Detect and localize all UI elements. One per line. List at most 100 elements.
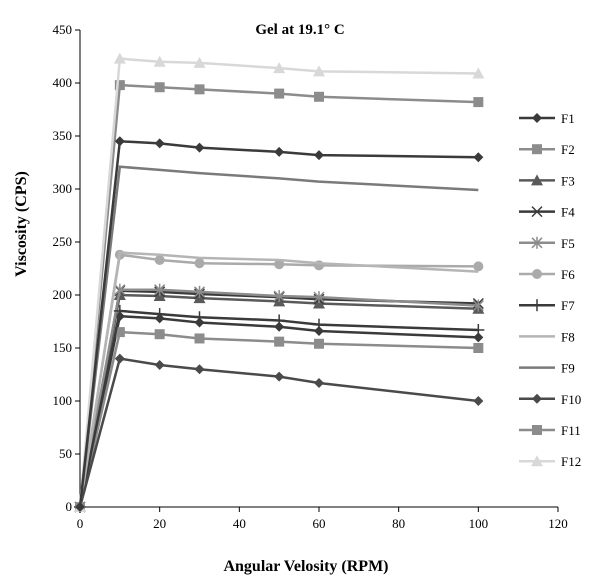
series-f5 bbox=[74, 283, 484, 513]
data-point bbox=[473, 343, 484, 353]
data-point bbox=[274, 146, 285, 157]
data-point bbox=[314, 377, 324, 388]
y-tick-label: 300 bbox=[53, 181, 73, 196]
data-point bbox=[114, 136, 125, 147]
legend-marker bbox=[532, 269, 542, 279]
legend-item-f5: F5 bbox=[519, 236, 575, 251]
series-f9 bbox=[78, 165, 479, 508]
data-point bbox=[473, 396, 484, 406]
legend-label: F10 bbox=[561, 392, 581, 407]
data-point bbox=[193, 285, 206, 298]
y-tick-label: 450 bbox=[53, 22, 73, 37]
y-tick-label: 150 bbox=[53, 340, 73, 355]
data-point bbox=[472, 323, 485, 336]
y-tick-label: 200 bbox=[53, 287, 73, 302]
y-tick-label: 400 bbox=[53, 75, 73, 90]
data-point bbox=[194, 364, 205, 375]
legend-label: F11 bbox=[561, 423, 581, 438]
legend-marker bbox=[531, 206, 543, 218]
legend-item-f7: F7 bbox=[519, 298, 575, 313]
data-point bbox=[473, 97, 484, 108]
y-tick-label: 0 bbox=[66, 499, 73, 514]
tick-labels: 0 50 100 150 200 250 300 350 400 450 0 20 40 60 80 100 1… bbox=[53, 22, 568, 531]
data-point bbox=[273, 290, 285, 303]
data-point bbox=[114, 283, 126, 296]
data-point bbox=[194, 258, 205, 269]
x-tick-label: 40 bbox=[233, 516, 246, 531]
data-point bbox=[274, 321, 285, 332]
data-point bbox=[154, 329, 165, 340]
legend-item-f10: F10 bbox=[519, 392, 581, 407]
legend-item-f9: F9 bbox=[519, 361, 575, 376]
marker-stroke bbox=[531, 206, 543, 218]
data-point bbox=[473, 261, 484, 272]
data-point bbox=[473, 332, 484, 343]
data-point bbox=[154, 82, 165, 93]
x-tick-label: 20 bbox=[153, 516, 166, 531]
data-point bbox=[313, 291, 325, 304]
data-point bbox=[193, 311, 206, 324]
legend-label: F3 bbox=[561, 173, 575, 188]
legend-label: F9 bbox=[561, 361, 575, 376]
legend-marker bbox=[532, 113, 542, 123]
data-point bbox=[274, 88, 285, 99]
data-point bbox=[313, 65, 325, 77]
data-point bbox=[113, 52, 126, 64]
series-f2 bbox=[75, 327, 484, 512]
legend-marker bbox=[531, 299, 543, 312]
data-point bbox=[194, 84, 205, 95]
data-point bbox=[314, 150, 324, 161]
chart-title: Gel at 19.1° C bbox=[255, 22, 344, 38]
data-point bbox=[154, 359, 165, 370]
data-point bbox=[114, 80, 125, 91]
y-tick-label: 250 bbox=[53, 234, 73, 249]
data-point bbox=[274, 371, 285, 382]
legend-label: F7 bbox=[561, 298, 575, 313]
data-point bbox=[114, 327, 125, 338]
legend-item-f4: F4 bbox=[519, 205, 575, 220]
legend-label: F4 bbox=[561, 205, 575, 220]
data-point bbox=[154, 138, 165, 149]
legend-marker bbox=[532, 393, 542, 404]
data-point bbox=[193, 56, 206, 68]
data-point bbox=[274, 259, 285, 270]
x-tick-label: 100 bbox=[469, 516, 489, 531]
y-tick-label: 350 bbox=[53, 128, 73, 143]
x-tick-label: 0 bbox=[77, 516, 84, 531]
axes bbox=[75, 29, 559, 512]
series-f1-top bbox=[75, 136, 484, 512]
series-line bbox=[78, 165, 479, 508]
legend-item-f8: F8 bbox=[519, 329, 575, 344]
data-point bbox=[153, 55, 166, 67]
legend-item-f11: F11 bbox=[519, 423, 581, 438]
data-point bbox=[75, 502, 85, 512]
data-point bbox=[154, 255, 165, 266]
data-point bbox=[314, 338, 324, 349]
legend-marker bbox=[531, 174, 543, 186]
series-f10 bbox=[75, 353, 484, 512]
legend-label: F8 bbox=[561, 329, 575, 344]
legend-marker bbox=[531, 236, 543, 249]
data-point bbox=[113, 304, 126, 317]
series-line bbox=[78, 57, 479, 508]
data-point bbox=[472, 299, 484, 312]
series-line bbox=[78, 251, 479, 508]
data-point bbox=[273, 62, 286, 74]
legend-label: F12 bbox=[561, 454, 581, 469]
legend-item-f12: F12 bbox=[519, 454, 581, 469]
data-point bbox=[314, 91, 324, 102]
data-point bbox=[154, 283, 166, 296]
data-point bbox=[473, 152, 484, 163]
x-tick-label: 80 bbox=[392, 516, 405, 531]
data-point bbox=[472, 67, 485, 79]
legend-label: F1 bbox=[561, 111, 575, 126]
data-point bbox=[194, 333, 205, 344]
legend-label: F2 bbox=[561, 142, 575, 157]
series-f12 bbox=[74, 52, 485, 512]
series-f8 bbox=[78, 251, 479, 508]
x-tick-label: 60 bbox=[313, 516, 326, 531]
legend-item-f1: F1 bbox=[519, 111, 575, 126]
y-tick-label: 50 bbox=[59, 446, 72, 461]
data-point bbox=[153, 308, 166, 321]
